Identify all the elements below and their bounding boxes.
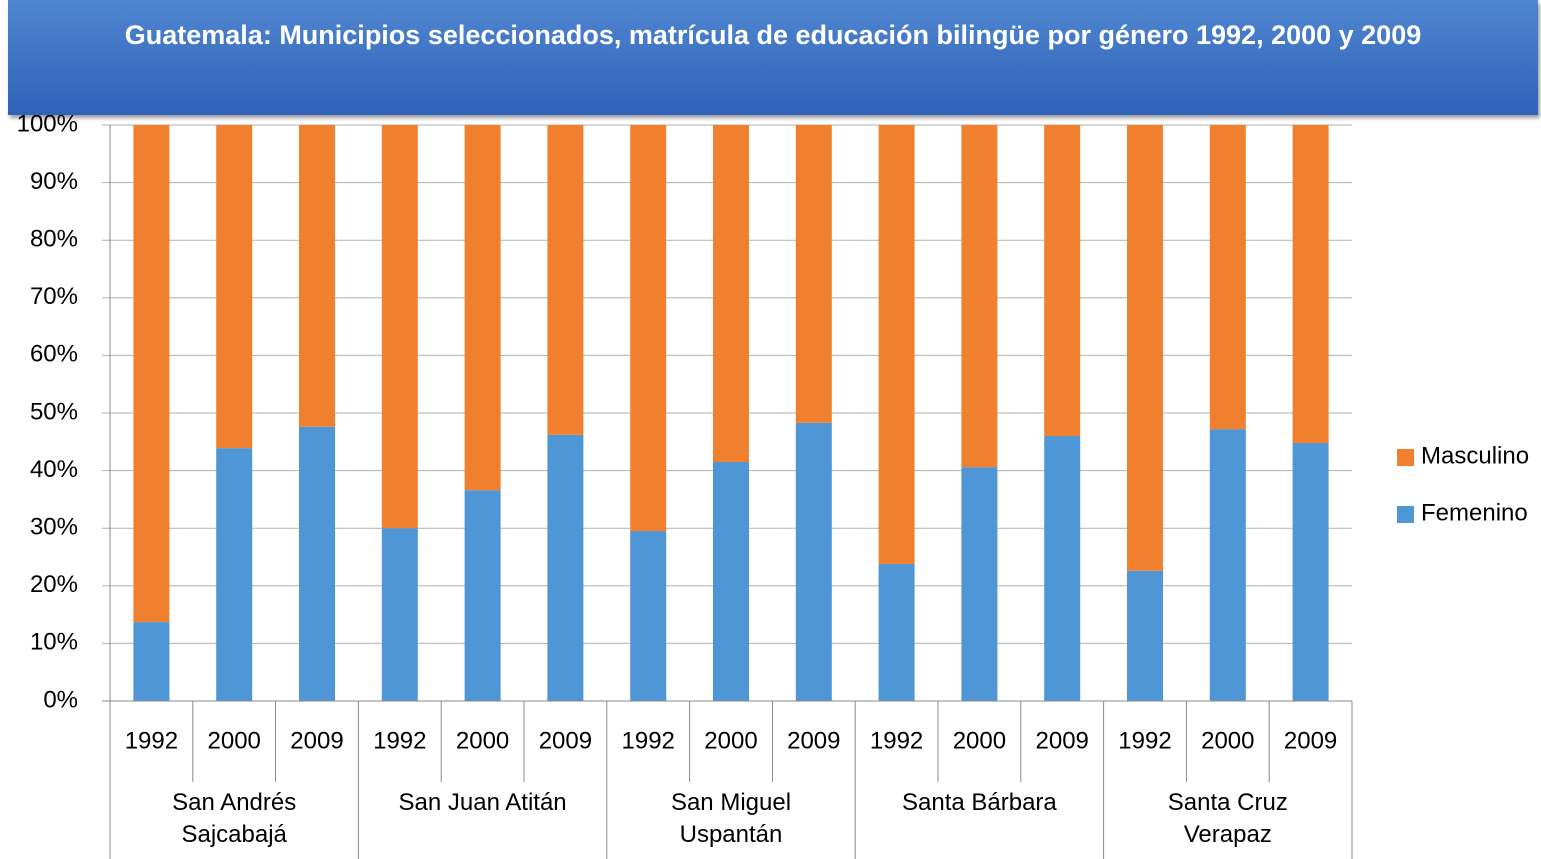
group-label: San Juan Atitán <box>398 789 567 816</box>
bar-segment <box>1044 125 1081 437</box>
bar-segment <box>1127 125 1163 571</box>
y-tick-label: 40% <box>30 456 78 483</box>
x-tick-label: 2009 <box>1284 727 1337 754</box>
bar-segment <box>878 125 915 564</box>
bar-segment <box>961 125 998 468</box>
y-tick-label: 80% <box>30 226 78 253</box>
bar-segment <box>216 448 253 701</box>
bar-segment <box>1209 429 1246 701</box>
x-tick-label: 1992 <box>870 727 923 754</box>
bar-segment <box>1292 442 1329 701</box>
x-tick-label: 2009 <box>539 727 592 754</box>
y-tick-label: 70% <box>30 283 78 310</box>
bar-segment <box>381 125 418 529</box>
x-tick-label: 2000 <box>1201 727 1254 754</box>
group-label: San Andrés Sajcabajá <box>172 789 297 848</box>
bar-segment <box>299 426 335 701</box>
bar-segment <box>961 467 998 701</box>
legend-swatch <box>1397 506 1414 523</box>
bar-segment <box>381 528 418 701</box>
x-tick-label: 2009 <box>290 727 343 754</box>
chart-title: Guatemala: Municipios seleccionados, mat… <box>8 0 1538 115</box>
bar-segment <box>713 461 749 701</box>
bar-segment <box>1127 570 1163 701</box>
bar-segment <box>1209 125 1246 430</box>
bar-segment <box>713 125 749 462</box>
bar-segment <box>464 490 501 701</box>
bar-segment <box>630 531 667 701</box>
bar-segment <box>133 622 170 701</box>
y-tick-label: 50% <box>30 398 78 425</box>
x-tick-label: 1992 <box>125 727 178 754</box>
x-tick-label: 2009 <box>1036 727 1089 754</box>
bar-segment <box>299 125 335 427</box>
group-label: San Miguel Uspantán <box>670 789 792 848</box>
y-tick-label: 10% <box>30 629 78 656</box>
bar-segment <box>464 125 501 491</box>
legend-label: Femenino <box>1421 499 1528 526</box>
bar-segment <box>216 125 253 449</box>
bar-segment <box>795 125 832 423</box>
x-tick-label: 2000 <box>704 727 757 754</box>
x-tick-label: 2000 <box>456 727 509 754</box>
legend-swatch <box>1397 449 1414 466</box>
y-tick-label: 20% <box>30 571 78 598</box>
legend-label: Masculino <box>1421 442 1529 469</box>
x-tick-label: 1992 <box>1118 727 1171 754</box>
group-label: Santa Bárbara <box>902 789 1057 816</box>
x-tick-label: 1992 <box>622 727 675 754</box>
bar-segment <box>630 125 667 532</box>
bar-segment <box>133 125 170 623</box>
bar-segment <box>795 422 832 701</box>
bar-segment <box>878 563 915 701</box>
y-tick-label: 90% <box>30 168 78 195</box>
bar-segment <box>1292 125 1329 443</box>
bar-segment <box>1044 436 1081 701</box>
y-tick-label: 0% <box>43 686 78 713</box>
bar-segment <box>547 125 584 435</box>
x-tick-label: 2000 <box>208 727 261 754</box>
group-label: Santa Cruz Verapaz <box>1167 789 1288 848</box>
x-tick-label: 1992 <box>373 727 426 754</box>
x-tick-label: 2000 <box>953 727 1006 754</box>
x-tick-label: 2009 <box>787 727 840 754</box>
y-tick-label: 30% <box>30 514 78 541</box>
bar-segment <box>547 434 584 701</box>
y-tick-label: 60% <box>30 341 78 368</box>
